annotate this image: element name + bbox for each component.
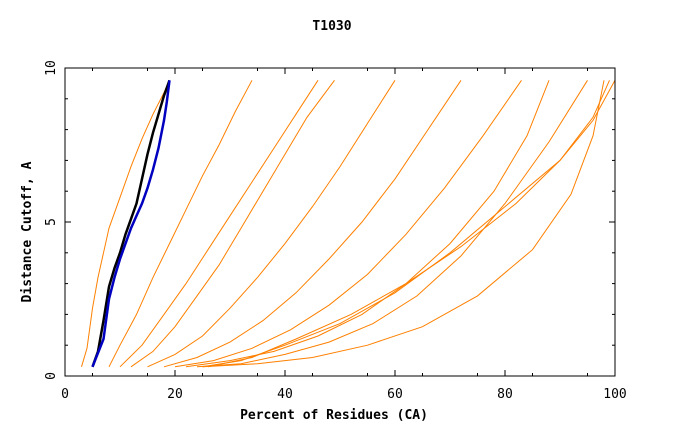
series-line-10 <box>196 80 588 368</box>
series-line-2 <box>81 80 170 367</box>
series-line-1 <box>91 80 171 368</box>
series-line-4 <box>119 80 319 368</box>
chart-title: T1030 <box>312 19 351 34</box>
x-axis-label: Percent of Residues (CA) <box>240 408 428 423</box>
y-tick-label: 10 <box>44 60 59 76</box>
axis-ticks: 0 20 40 60 80 100 0 5 10 <box>44 60 627 402</box>
y-tick-label: 5 <box>44 218 59 226</box>
plot-frame <box>64 67 616 377</box>
plot-lines <box>81 79 616 368</box>
series-line-13 <box>207 80 616 368</box>
series-line-8 <box>174 80 522 368</box>
x-tick-label: 40 <box>277 387 293 402</box>
series-line-11 <box>202 80 605 368</box>
series-line-7 <box>163 80 462 368</box>
series-line-0 <box>91 79 171 368</box>
series-line-5 <box>130 80 335 368</box>
series-line-6 <box>147 80 396 368</box>
series-line-3 <box>108 80 253 368</box>
x-tick-label: 20 <box>167 387 183 402</box>
y-tick-label: 0 <box>44 372 59 380</box>
series-line-12 <box>202 80 610 368</box>
x-tick-label: 0 <box>61 387 69 402</box>
x-tick-label: 80 <box>497 387 513 402</box>
x-tick-label: 100 <box>603 387 626 402</box>
y-axis-label: Distance Cutoff, A <box>20 161 35 302</box>
x-tick-label: 60 <box>387 387 403 402</box>
